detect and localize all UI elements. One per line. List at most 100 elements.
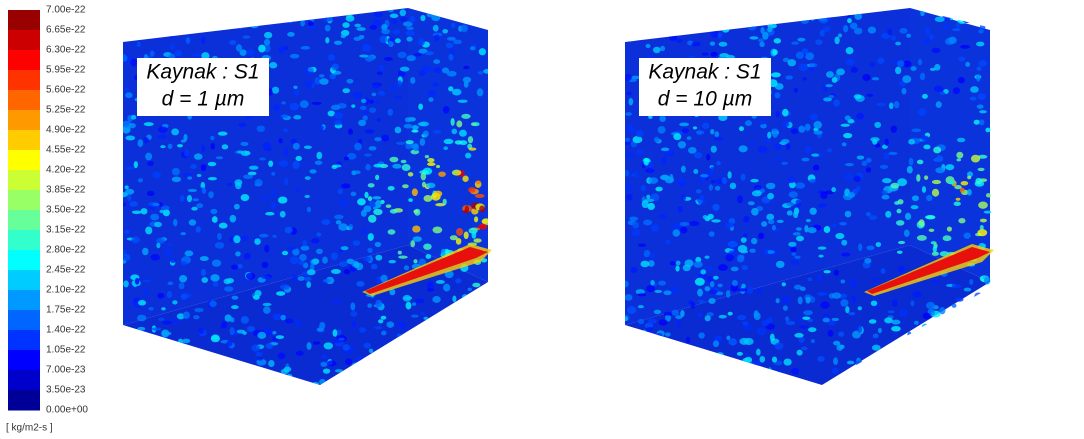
speckle [660, 353, 670, 361]
speckle [369, 99, 374, 104]
speckle [420, 15, 425, 21]
speckle [847, 361, 855, 365]
colorbar-band [8, 270, 40, 291]
speckle [168, 35, 174, 38]
speckle [285, 319, 293, 324]
speckle [770, 334, 775, 342]
speckle [215, 242, 225, 249]
speckle [231, 305, 239, 309]
speckle [823, 318, 830, 323]
speckle [151, 327, 161, 330]
speckle [158, 317, 164, 321]
speckle [928, 367, 935, 372]
speckle [683, 264, 691, 271]
speckle [299, 261, 305, 265]
speckle [369, 146, 377, 150]
speckle [895, 67, 901, 75]
speckle [352, 378, 362, 385]
speckle [673, 133, 681, 140]
speckle [213, 281, 219, 287]
speckle [397, 80, 402, 87]
speckle [321, 219, 330, 225]
speckle [970, 86, 979, 93]
speckle [627, 306, 636, 314]
speckle [659, 115, 666, 122]
speckle [443, 284, 450, 292]
colorbar-label: 5.25e-22 [46, 105, 86, 116]
speckle [193, 315, 199, 319]
speckle [251, 344, 260, 351]
speckle [834, 270, 839, 276]
speckle [629, 216, 638, 220]
speckle [419, 121, 429, 126]
speckle [311, 238, 320, 243]
speckle [742, 6, 751, 13]
speckle [975, 178, 982, 185]
speckle [833, 341, 840, 346]
speckle [225, 363, 230, 369]
speckle [454, 368, 462, 375]
speckle [359, 327, 366, 333]
speckle [832, 292, 841, 299]
speckle [718, 284, 723, 288]
speckle [718, 264, 728, 271]
speckle [696, 130, 704, 134]
speckle [958, 57, 965, 62]
speckle [629, 351, 638, 359]
speckle [167, 243, 171, 247]
speckle [431, 14, 440, 21]
speckle [946, 9, 953, 14]
speckle [774, 38, 781, 43]
speckle [658, 126, 666, 133]
speckle [714, 131, 719, 137]
speckle [791, 260, 799, 265]
speckle [625, 112, 631, 116]
speckle [743, 216, 749, 223]
speckle [122, 11, 128, 17]
speckle [978, 168, 985, 171]
speckle [125, 185, 129, 189]
speckle [802, 316, 810, 319]
speckle [871, 377, 880, 384]
speckle [775, 8, 783, 15]
speckle [332, 164, 342, 167]
speckle [404, 265, 409, 270]
speckle [828, 95, 834, 98]
speckle [901, 88, 906, 95]
speckle [775, 342, 784, 349]
colorbar-band [8, 90, 40, 111]
speckle [271, 190, 276, 196]
speckle [987, 379, 993, 383]
speckle [656, 333, 662, 337]
speckle [158, 7, 165, 10]
speckle [273, 104, 280, 111]
speckle [939, 307, 945, 314]
speckle [384, 377, 391, 381]
speckle [722, 177, 728, 184]
speckle [808, 327, 817, 332]
speckle [725, 254, 734, 261]
speckle [264, 32, 272, 39]
speckle [246, 273, 255, 280]
speckle [971, 155, 980, 163]
speckle [630, 30, 637, 37]
speckle [381, 29, 390, 35]
speckle [779, 374, 784, 379]
speckle [147, 191, 155, 196]
speckle [172, 168, 180, 175]
speckle [151, 254, 160, 261]
speckle [437, 324, 445, 329]
speckle [388, 186, 395, 191]
speckle [210, 377, 216, 381]
speckle [854, 94, 862, 99]
speckle [323, 17, 333, 21]
speckle [375, 300, 382, 308]
speckle [744, 325, 754, 330]
speckle [916, 370, 924, 377]
speckle [637, 293, 646, 296]
speckle [625, 294, 633, 301]
speckle [190, 164, 197, 169]
speckle [287, 32, 295, 37]
speckle [957, 347, 961, 355]
speckle [641, 185, 646, 191]
